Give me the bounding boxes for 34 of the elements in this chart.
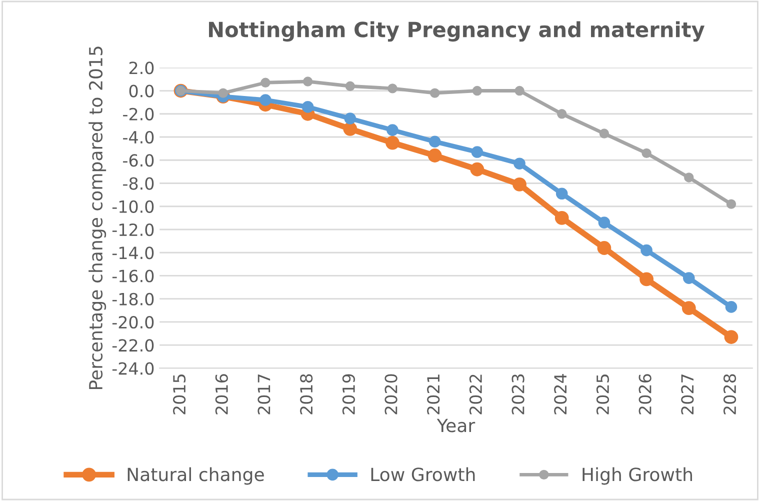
x-tick-label: 2023 [512, 374, 524, 414]
x-tick-label: 2016 [215, 374, 228, 414]
y-axis-title: Percentage change compared to 2015 [88, 46, 106, 390]
legend-label: Low Growth [371, 467, 475, 482]
legend-label: Natural change [128, 467, 264, 485]
x-tick-label: 2018 [300, 374, 313, 414]
y-tick-label: -6.0 [123, 154, 154, 167]
y-tick-label: -20.0 [112, 316, 154, 329]
legend-label: High Growth [582, 467, 692, 485]
x-tick-label: 2027 [681, 374, 694, 414]
x-tick-label: 2028 [723, 374, 736, 414]
y-tick-label: -22.0 [112, 339, 154, 352]
x-tick-label: 2026 [638, 374, 652, 414]
x-tick-label: 2025 [596, 374, 610, 414]
x-tick-label: 2022 [469, 374, 482, 414]
x-tick-label: 2024 [554, 374, 567, 414]
x-tick-label: 2015 [173, 374, 186, 414]
y-tick-label: -2.0 [123, 108, 154, 120]
y-tick-label: -8.0 [123, 177, 154, 190]
x-tick-label: 2020 [384, 374, 398, 414]
y-tick-label: 2.0 [129, 62, 154, 74]
y-tick-label: -10.0 [112, 200, 154, 213]
y-tick-label: -12.0 [112, 223, 154, 236]
y-tick-label: -24.0 [112, 362, 154, 375]
y-tick-label: 0.0 [129, 84, 154, 98]
x-axis-title: Year [436, 418, 476, 432]
x-tick-label: 2021 [427, 374, 440, 414]
y-tick-label: -18.0 [112, 292, 154, 306]
chart-title: Nottingham City Pregnancy and maternity [209, 21, 705, 42]
x-tick-label: 2019 [342, 374, 355, 414]
x-tick-label: 2017 [258, 374, 270, 414]
y-tick-label: -14.0 [112, 246, 154, 260]
y-tick-label: -16.0 [112, 270, 154, 282]
y-tick-label: -4.0 [123, 130, 154, 144]
